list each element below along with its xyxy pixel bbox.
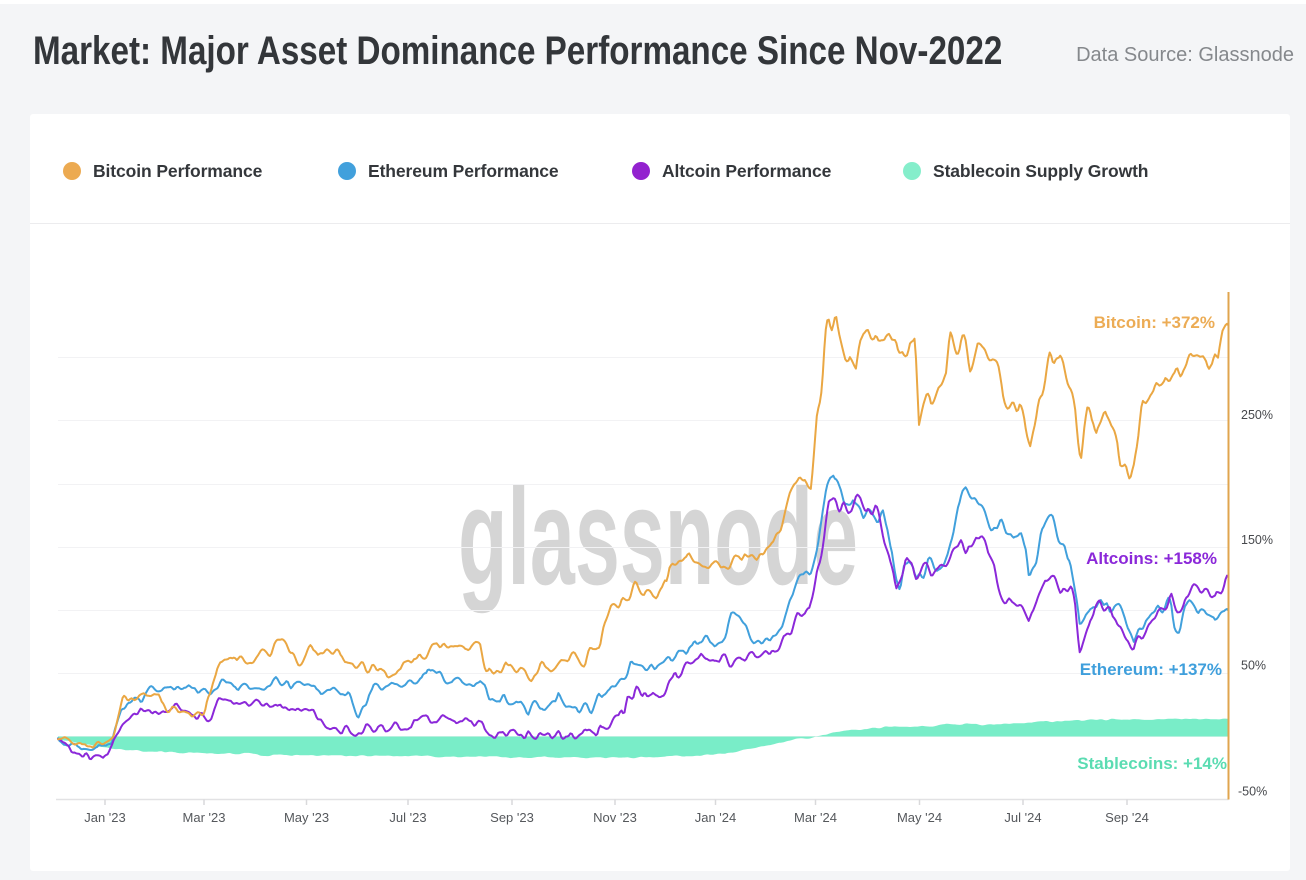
svg-text:May '24: May '24 — [897, 810, 942, 825]
svg-text:Mar '23: Mar '23 — [183, 810, 226, 825]
svg-text:-50%: -50% — [1238, 785, 1267, 799]
svg-text:Jan '24: Jan '24 — [695, 810, 737, 825]
svg-text:150%: 150% — [1241, 533, 1273, 547]
svg-text:Jul '24: Jul '24 — [1004, 810, 1041, 825]
svg-text:Jan '23: Jan '23 — [84, 810, 126, 825]
svg-text:Sep '23: Sep '23 — [490, 810, 534, 825]
svg-text:Mar '24: Mar '24 — [794, 810, 837, 825]
svg-text:glassnode: glassnode — [458, 460, 858, 614]
svg-text:Sep '24: Sep '24 — [1105, 810, 1149, 825]
svg-text:250%: 250% — [1241, 408, 1273, 422]
svg-text:Nov '23: Nov '23 — [593, 810, 637, 825]
svg-text:Ethereum: +137%: Ethereum: +137% — [1080, 660, 1222, 679]
svg-text:Stablecoins: +14%: Stablecoins: +14% — [1077, 754, 1227, 773]
svg-text:Jul '23: Jul '23 — [389, 810, 426, 825]
svg-text:50%: 50% — [1241, 659, 1266, 673]
svg-text:May '23: May '23 — [284, 810, 329, 825]
svg-text:Bitcoin: +372%: Bitcoin: +372% — [1094, 313, 1215, 332]
svg-text:Altcoins: +158%: Altcoins: +158% — [1086, 549, 1217, 568]
